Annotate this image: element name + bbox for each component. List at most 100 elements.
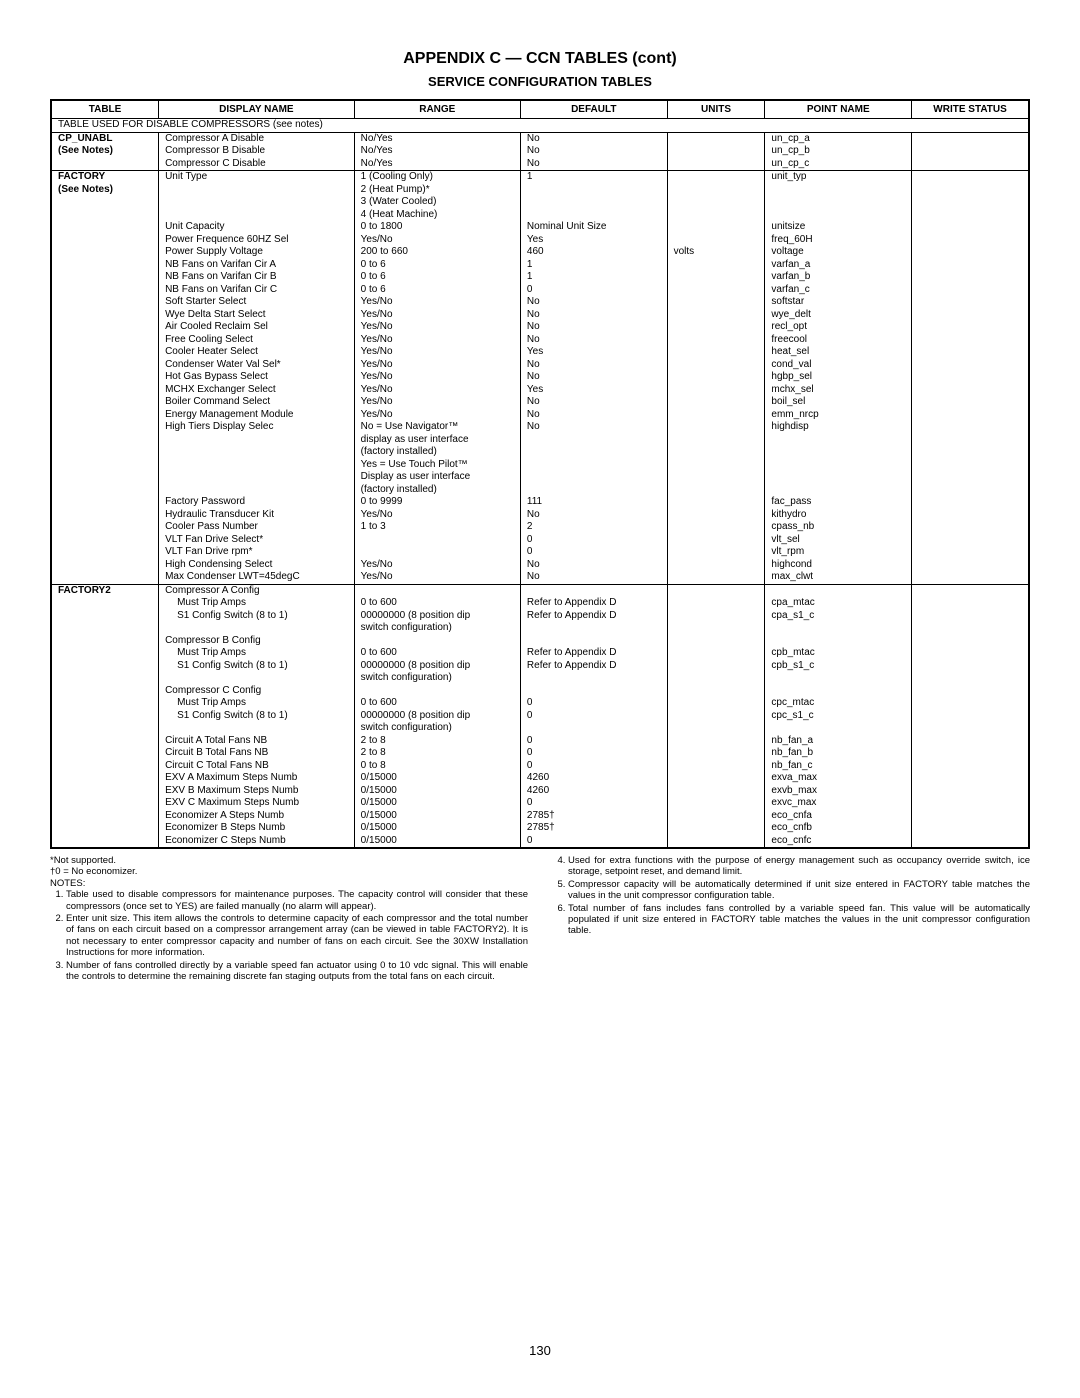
cell: 4 (Heat Machine) [354, 209, 520, 222]
footnotes-right: Used for extra functions with the purpos… [552, 855, 1030, 983]
cell [667, 132, 765, 145]
table-row: 3 (Water Cooled) [51, 196, 1029, 209]
table-row: Factory Password0 to 9999111fac_pass [51, 496, 1029, 509]
table-row: NB Fans on Varifan Cir A0 to 61varfan_a [51, 259, 1029, 272]
cell [51, 158, 159, 171]
table-row: FACTORY Unit Type 1 (Cooling Only) 1 uni… [51, 171, 1029, 184]
table-row: (factory installed) [51, 446, 1029, 459]
table-row: (factory installed) [51, 484, 1029, 497]
cell: No/Yes [354, 145, 520, 158]
cell: No/Yes [354, 158, 520, 171]
table-row: Free Cooling SelectYes/NoNofreecool [51, 334, 1029, 347]
footnotes: *Not supported. †0 = No economizer. NOTE… [50, 855, 1030, 983]
note-2: Enter unit size. This item allows the co… [66, 913, 528, 959]
table-row: Hot Gas Bypass SelectYes/NoNohgbp_sel [51, 371, 1029, 384]
cell [159, 184, 355, 197]
cell [667, 171, 765, 184]
cell: un_cp_b [765, 145, 912, 158]
table-row: Power Frequence 60HZ SelYes/NoYesfreq_60… [51, 234, 1029, 247]
th-units: UNITS [667, 100, 765, 119]
cell: No [520, 132, 667, 145]
table-row: VLT Fan Drive rpm*0vlt_rpm [51, 546, 1029, 559]
cell [667, 158, 765, 171]
table-row: (See Notes) 2 (Heat Pump)* [51, 184, 1029, 197]
cell: 1 [520, 171, 667, 184]
section-header-row: TABLE USED FOR DISABLE COMPRESSORS (see … [51, 119, 1029, 133]
note-6: Total number of fans includes fans contr… [568, 903, 1030, 937]
table-row: High Condensing SelectYes/NoNohighcond [51, 559, 1029, 572]
cell: FACTORY2 [51, 584, 159, 597]
cell: 2 (Heat Pump)* [354, 184, 520, 197]
cell: No [520, 158, 667, 171]
table-row: 4 (Heat Machine) [51, 209, 1029, 222]
cell: Compressor A Disable [159, 132, 355, 145]
table-row: Compressor C Disable No/Yes No un_cp_c [51, 158, 1029, 171]
cell [912, 132, 1029, 145]
cell [912, 171, 1029, 184]
cell: No [520, 145, 667, 158]
cell: Compressor C Disable [159, 158, 355, 171]
table-row: NB Fans on Varifan Cir B0 to 61varfan_b [51, 271, 1029, 284]
cell: unit_typ [765, 171, 912, 184]
th-display: DISPLAY NAME [159, 100, 355, 119]
table-row: VLT Fan Drive Select*0vlt_sel [51, 534, 1029, 547]
cell: Unit Type [159, 171, 355, 184]
config-table: TABLE DISPLAY NAME RANGE DEFAULT UNITS P… [50, 99, 1030, 849]
table-row: Must Trip Amps0 to 600Refer to Appendix … [51, 647, 1029, 660]
table-row: Air Cooled Reclaim SelYes/NoNorecl_opt [51, 321, 1029, 334]
table-row: High Tiers Display SelecNo = Use Navigat… [51, 421, 1029, 434]
cell: (See Notes) [51, 184, 159, 197]
note-3: Number of fans controlled directly by a … [66, 960, 528, 983]
table-row: NB Fans on Varifan Cir C0 to 60varfan_c [51, 284, 1029, 297]
table-row: Circuit A Total Fans NB2 to 80nb_fan_a [51, 735, 1029, 748]
note-5: Compressor capacity will be automaticall… [568, 879, 1030, 902]
th-write: WRITE STATUS [912, 100, 1029, 119]
table-row: Max Condenser LWT=45degCYes/NoNomax_clwt [51, 571, 1029, 584]
table-row: Economizer B Steps Numb0/150002785†eco_c… [51, 822, 1029, 835]
table-row: EXV B Maximum Steps Numb0/150004260exvb_… [51, 785, 1029, 798]
table-row: Display as user interface [51, 471, 1029, 484]
table-row: switch configuration) [51, 622, 1029, 635]
table-row: Yes = Use Touch Pilot™ [51, 459, 1029, 472]
section-header-text: TABLE USED FOR DISABLE COMPRESSORS (see … [51, 119, 1029, 133]
table-row: switch configuration) [51, 672, 1029, 685]
page-subtitle: SERVICE CONFIGURATION TABLES [50, 74, 1030, 89]
cell [912, 158, 1029, 171]
table-row: Economizer A Steps Numb0/150002785†eco_c… [51, 810, 1029, 823]
th-default: DEFAULT [520, 100, 667, 119]
table-row: switch configuration) [51, 722, 1029, 735]
th-range: RANGE [354, 100, 520, 119]
table-row: CP_UNABL Compressor A Disable No/Yes No … [51, 132, 1029, 145]
footnote-star: *Not supported. [50, 855, 528, 866]
table-row: Cooler Pass Number1 to 32cpass_nb [51, 521, 1029, 534]
table-row: Must Trip Amps0 to 600Refer to Appendix … [51, 597, 1029, 610]
cell [520, 184, 667, 197]
table-row: Circuit C Total Fans NB0 to 80nb_fan_c [51, 760, 1029, 773]
table-row: S1 Config Switch (8 to 1)00000000 (8 pos… [51, 710, 1029, 723]
table-row: Hydraulic Transducer KitYes/NoNokithydro [51, 509, 1029, 522]
footnotes-left: *Not supported. †0 = No economizer. NOTE… [50, 855, 528, 983]
table-row: Circuit B Total Fans NB2 to 80nb_fan_b [51, 747, 1029, 760]
cell [667, 145, 765, 158]
cell: CP_UNABL [51, 132, 159, 145]
table-row: Condenser Water Val Sel*Yes/NoNocond_val [51, 359, 1029, 372]
table-row: Compressor B Config [51, 635, 1029, 648]
note-1: Table used to disable compressors for ma… [66, 889, 528, 912]
table-row: Cooler Heater SelectYes/NoYesheat_sel [51, 346, 1029, 359]
table-row: Energy Management ModuleYes/NoNoemm_nrcp [51, 409, 1029, 422]
notes-label: NOTES: [50, 878, 528, 889]
footnote-dagger: †0 = No economizer. [50, 866, 528, 877]
table-row: (See Notes) Compressor B Disable No/Yes … [51, 145, 1029, 158]
table-row: FACTORY2 Compressor A Config [51, 584, 1029, 597]
table-row: S1 Config Switch (8 to 1)00000000 (8 pos… [51, 660, 1029, 673]
table-row: Unit Capacity0 to 1800Nominal Unit Sizeu… [51, 221, 1029, 234]
table-row: MCHX Exchanger SelectYes/NoYesmchx_sel [51, 384, 1029, 397]
cell: un_cp_c [765, 158, 912, 171]
th-point: POINT NAME [765, 100, 912, 119]
table-row: S1 Config Switch (8 to 1)00000000 (8 pos… [51, 610, 1029, 623]
cell: Compressor B Disable [159, 145, 355, 158]
table-row: Boiler Command SelectYes/NoNoboil_sel [51, 396, 1029, 409]
table-row: EXV A Maximum Steps Numb0/150004260exva_… [51, 772, 1029, 785]
cell [912, 145, 1029, 158]
cell: un_cp_a [765, 132, 912, 145]
